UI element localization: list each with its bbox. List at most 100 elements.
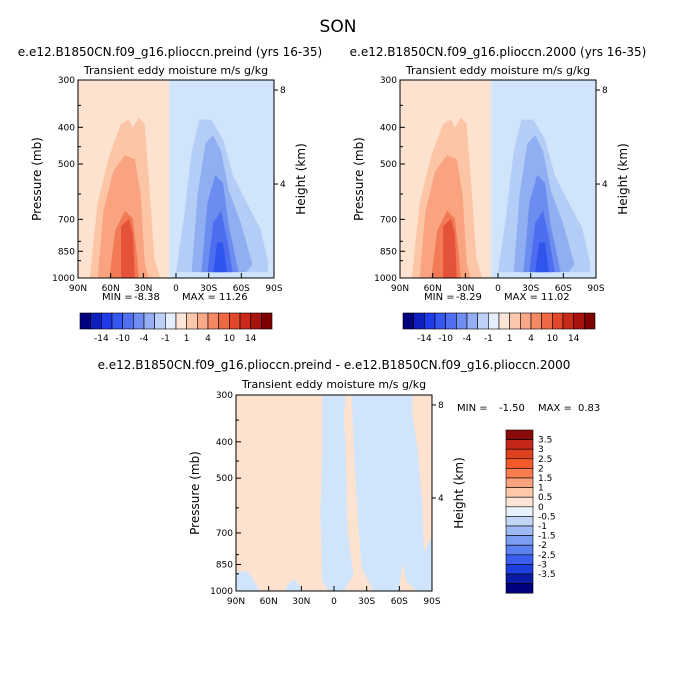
colorbar-label: 1 bbox=[184, 334, 190, 344]
colorbar-swatch bbox=[197, 312, 209, 330]
y-axis-label: Pressure (mb) bbox=[352, 137, 366, 221]
colorbar-label: 3 bbox=[538, 445, 544, 455]
panel-title: e.e12.B1850CN.f09_g16.plioccn.preind (yr… bbox=[18, 45, 322, 59]
colorbar-label: -2 bbox=[538, 541, 547, 551]
x-tick-label: 0 bbox=[495, 284, 501, 294]
colorbar-swatch bbox=[505, 583, 534, 594]
colorbar-swatch bbox=[456, 312, 468, 330]
panel-difference: e.e12.B1850CN.f09_g16.plioccn.preind - e… bbox=[98, 358, 601, 607]
y-tick-label: 700 bbox=[216, 529, 233, 539]
colorbar-swatch bbox=[434, 312, 446, 330]
colorbar-label: 1 bbox=[507, 334, 513, 344]
colorbar-swatch bbox=[509, 312, 521, 330]
y-tick-label: 400 bbox=[380, 123, 397, 133]
x-tick-label: 0 bbox=[331, 597, 337, 607]
colorbar-swatch bbox=[477, 312, 489, 330]
colorbar-label: -4 bbox=[463, 334, 472, 344]
contour-warm-4 bbox=[443, 218, 457, 278]
contour-cool-5 bbox=[535, 242, 549, 273]
x-tick-label: 90S bbox=[587, 284, 604, 294]
x-tick-label: 90N bbox=[391, 284, 409, 294]
colorbar-swatch bbox=[413, 312, 425, 330]
y-tick-label: 300 bbox=[58, 76, 75, 86]
panel-title: e.e12.B1850CN.f09_g16.plioccn.preind - e… bbox=[98, 358, 571, 372]
colorbar-label: -3 bbox=[538, 560, 547, 570]
contour-cool-4 bbox=[529, 210, 555, 273]
y2-axis-label: Height (km) bbox=[452, 457, 466, 528]
colorbar-swatch bbox=[505, 439, 534, 450]
min-value: -8.38 bbox=[134, 292, 160, 303]
colorbar-swatch bbox=[552, 312, 564, 330]
y2-tick-label: 8 bbox=[438, 401, 444, 411]
y-tick-label: 500 bbox=[380, 160, 397, 170]
x-tick-label: 0 bbox=[173, 284, 179, 294]
min-value: -1.50 bbox=[499, 403, 525, 414]
min-label: MIN = bbox=[102, 292, 133, 303]
x-tick-label: 30S bbox=[200, 284, 217, 294]
x-tick-label: 60S bbox=[233, 284, 250, 294]
colorbar-label: -3.5 bbox=[538, 570, 556, 580]
y-tick-label: 1000 bbox=[52, 274, 75, 284]
colorbar-swatch bbox=[505, 544, 534, 556]
y-tick-label: 400 bbox=[58, 123, 75, 133]
panel-preind: e.e12.B1850CN.f09_g16.plioccn.preind (yr… bbox=[18, 45, 322, 303]
colorbar-label: 14 bbox=[245, 334, 257, 344]
panel-title: e.e12.B1850CN.f09_g16.plioccn.2000 (yrs … bbox=[350, 45, 647, 59]
colorbar-swatch bbox=[488, 312, 500, 330]
colorbar-swatch bbox=[90, 312, 102, 330]
colorbar-label: 4 bbox=[205, 334, 211, 344]
colorbar-swatch bbox=[466, 312, 478, 330]
contour-difference-negative-small bbox=[285, 579, 301, 591]
colorbar-main-right: -14 -10 -4 -1 1 4 10 14 bbox=[402, 312, 596, 344]
colorbar-swatch bbox=[402, 312, 414, 330]
colorbar-swatch bbox=[498, 312, 510, 330]
y-tick-label: 1000 bbox=[374, 274, 397, 284]
colorbar-label: -0.5 bbox=[538, 512, 556, 522]
x-tick-label: 90S bbox=[423, 597, 440, 607]
y-tick-label: 850 bbox=[216, 561, 233, 571]
y-tick-label: 400 bbox=[216, 438, 233, 448]
colorbar-swatch bbox=[218, 312, 230, 330]
colorbar-swatch bbox=[505, 448, 534, 460]
contour-cool-4 bbox=[207, 210, 233, 273]
colorbar-main-left: -14 -10 -4 -1 1 4 10 14 bbox=[79, 312, 273, 344]
y2-tick-label: 8 bbox=[602, 86, 608, 96]
y2-tick-label: 4 bbox=[602, 180, 608, 190]
panel-subtitle: Transient eddy moisture m/s g/kg bbox=[83, 64, 268, 77]
colorbar-swatch bbox=[111, 312, 123, 330]
colorbar-label: -14 bbox=[94, 334, 109, 344]
colorbar-swatch bbox=[505, 506, 534, 517]
colorbar-label: 3.5 bbox=[538, 436, 552, 446]
panel-subtitle: Transient eddy moisture m/s g/kg bbox=[405, 64, 590, 77]
colorbar-swatch bbox=[207, 312, 219, 330]
panel-2000: e.e12.B1850CN.f09_g16.plioccn.2000 (yrs … bbox=[350, 45, 647, 303]
y-tick-label: 700 bbox=[380, 215, 397, 225]
colorbar-label: -10 bbox=[115, 334, 130, 344]
x-tick-label: 90S bbox=[265, 284, 282, 294]
colorbar-swatch bbox=[239, 312, 251, 330]
y-tick-label: 500 bbox=[58, 160, 75, 170]
colorbar-label: -1 bbox=[538, 522, 547, 532]
colorbar-swatch bbox=[541, 312, 553, 330]
colorbar-swatch bbox=[573, 312, 585, 330]
min-value: -8.29 bbox=[456, 292, 482, 303]
x-tick-label: 60N bbox=[102, 284, 120, 294]
colorbar-swatch bbox=[143, 312, 155, 330]
x-tick-label: 30N bbox=[292, 597, 310, 607]
colorbar-label: -14 bbox=[417, 334, 432, 344]
colorbar-swatch bbox=[229, 312, 241, 330]
colorbar-label: -10 bbox=[438, 334, 453, 344]
colorbar-label: 0.5 bbox=[538, 493, 552, 503]
colorbar-swatch bbox=[505, 535, 534, 546]
colorbar-label: -2.5 bbox=[538, 551, 556, 561]
x-tick-label: 90N bbox=[227, 597, 245, 607]
y-tick-label: 700 bbox=[58, 215, 75, 225]
y-tick-label: 500 bbox=[216, 474, 233, 484]
y2-tick-label: 8 bbox=[280, 86, 286, 96]
y-tick-label: 850 bbox=[58, 247, 75, 257]
max-label: MAX = bbox=[182, 292, 216, 303]
colorbar-swatch bbox=[530, 312, 542, 330]
colorbar-difference: 3.532.521.510.50-0.5-1-1.5-2-2.5-3-3.5 bbox=[505, 429, 556, 594]
colorbar-swatch bbox=[165, 312, 177, 330]
